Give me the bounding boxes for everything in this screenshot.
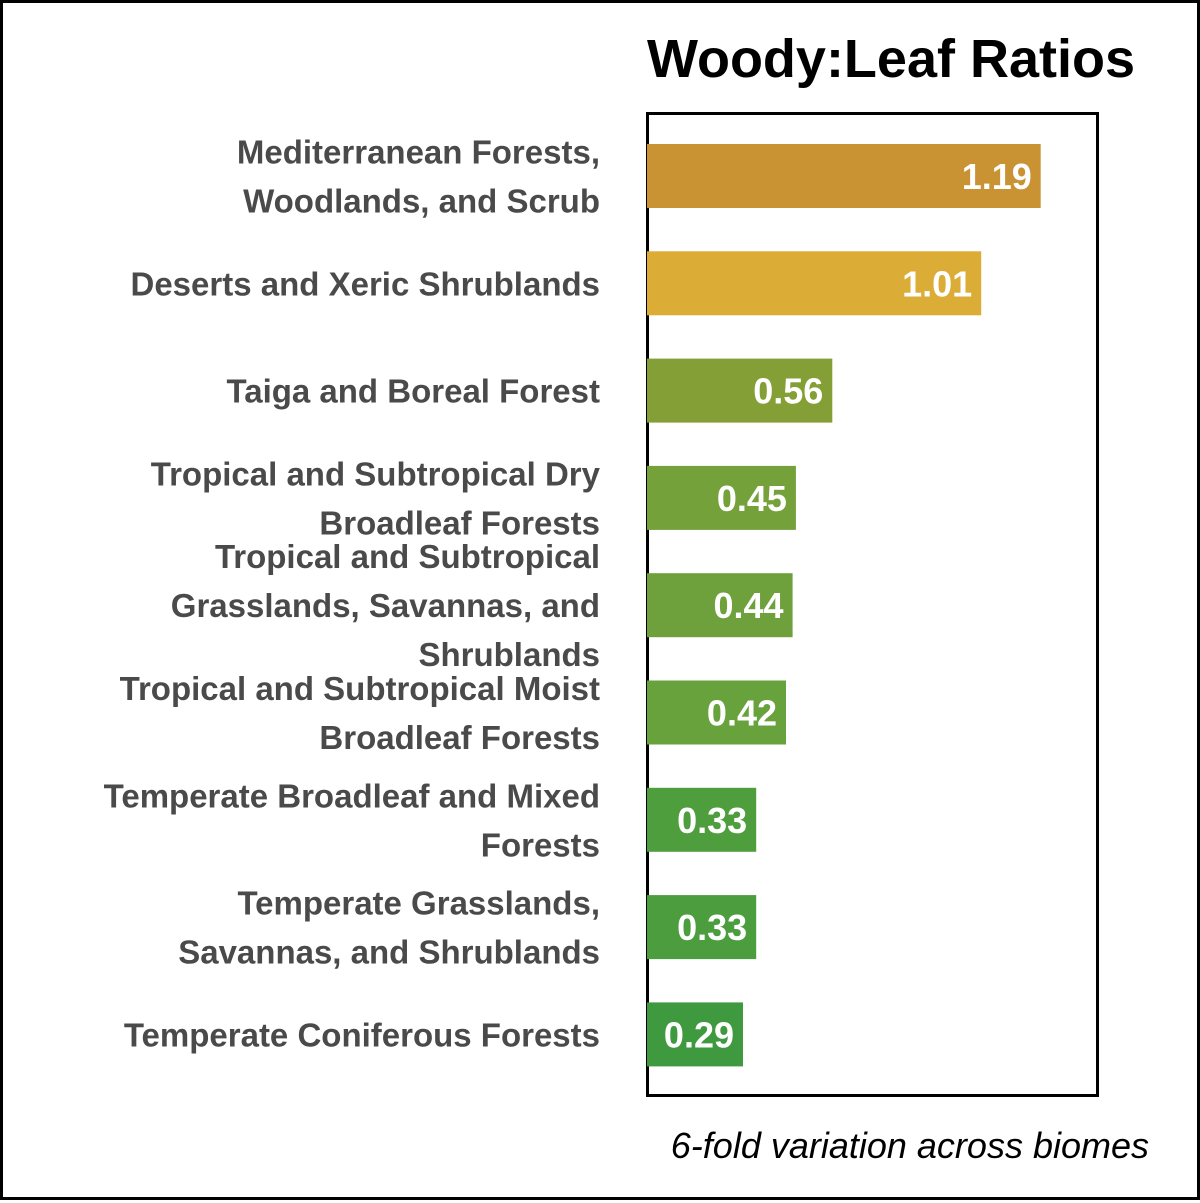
category-label-3-line-1: Taiga and Boreal Forest (227, 373, 600, 410)
bar-chart: Woody:Leaf Ratios 1.19 1.01 0.56 0.45 0.44 0.… (104, 29, 1149, 1166)
category-label-1-line-2: Woodlands, and Scrub (243, 183, 600, 220)
category-label-1-line-1: Mediterranean Forests, (237, 134, 600, 171)
bar-value-label-4: 0.45 (717, 478, 787, 519)
category-labels-group: Mediterranean Forests, Woodlands, and Scr… (104, 134, 601, 1054)
bar-1 (647, 144, 1041, 208)
bar-value-label-1: 1.19 (962, 156, 1032, 197)
bar-value-label-7: 0.33 (677, 800, 747, 841)
category-label-9-line-1: Temperate Coniferous Forests (124, 1016, 600, 1053)
bars-group: 1.19 1.01 0.56 0.45 0.44 0.42 0.33 0.33 0.29 (647, 144, 1041, 1067)
bar-value-label-2: 1.01 (902, 263, 972, 304)
category-label-7-line-2: Forests (481, 826, 600, 863)
chart-caption: 6-fold variation across biomes (671, 1125, 1149, 1166)
bar-4 (647, 465, 796, 530)
bar-9 (647, 1002, 743, 1067)
bar-8 (647, 895, 757, 960)
bar-7 (647, 787, 757, 852)
bar-2 (647, 251, 982, 316)
bar-value-label-6: 0.42 (707, 693, 777, 734)
category-label-4-line-2: Broadleaf Forests (319, 504, 600, 541)
bar-value-label-5: 0.44 (714, 585, 784, 626)
chart-title: Woody:Leaf Ratios (647, 29, 1135, 89)
category-label-2-line-1: Deserts and Xeric Shrublands (131, 265, 601, 302)
bar-value-label-9: 0.29 (664, 1014, 734, 1055)
category-label-5-line-2: Grasslands, Savannas, and (171, 587, 600, 624)
bar-value-label-8: 0.33 (677, 907, 747, 948)
bar-6 (647, 680, 786, 745)
category-label-4-line-1: Tropical and Subtropical Dry (151, 455, 601, 492)
category-label-6-line-2: Broadleaf Forests (319, 719, 600, 756)
category-label-8-line-1: Temperate Grasslands, (237, 885, 600, 922)
category-label-5-line-3: Shrublands (418, 636, 600, 673)
category-label-8-line-2: Savannas, and Shrublands (178, 934, 600, 971)
bar-value-label-3: 0.56 (753, 371, 823, 412)
bar-5 (647, 573, 793, 638)
category-label-6-line-1: Tropical and Subtropical Moist (120, 670, 600, 707)
category-label-7-line-1: Temperate Broadleaf and Mixed (104, 777, 600, 814)
bar-3 (647, 358, 833, 423)
category-label-5-line-1: Tropical and Subtropical (215, 538, 600, 575)
